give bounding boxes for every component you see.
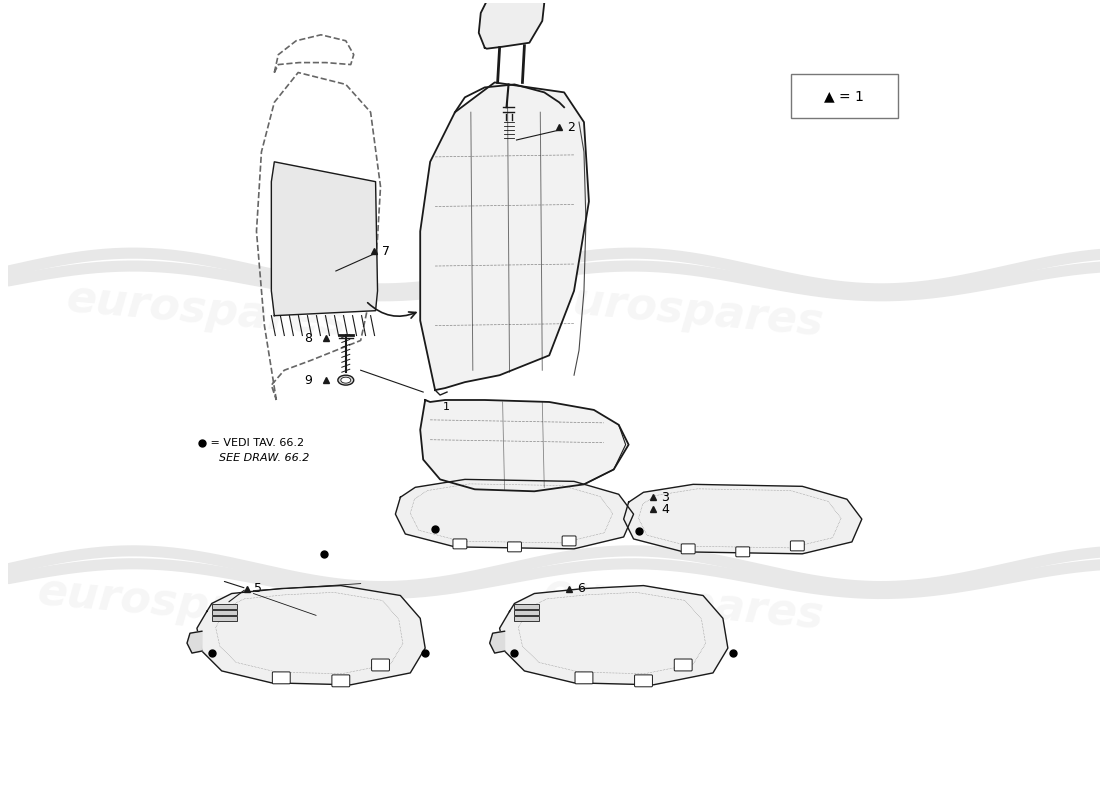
Polygon shape: [490, 631, 505, 653]
Polygon shape: [499, 586, 728, 685]
Text: ▲ = 1: ▲ = 1: [824, 90, 864, 103]
Text: 9: 9: [305, 374, 312, 386]
Bar: [212, 616, 236, 622]
Bar: [515, 605, 539, 610]
FancyBboxPatch shape: [507, 542, 521, 552]
FancyBboxPatch shape: [562, 536, 576, 546]
Text: SEE DRAW. 66.2: SEE DRAW. 66.2: [219, 453, 309, 462]
Text: 7: 7: [382, 245, 389, 258]
Bar: [212, 605, 236, 610]
Text: eurospares: eurospares: [541, 570, 825, 637]
FancyBboxPatch shape: [674, 659, 692, 671]
Text: 3: 3: [661, 490, 669, 504]
Text: 4: 4: [661, 502, 669, 516]
Text: = VEDI TAV. 66.2: = VEDI TAV. 66.2: [207, 438, 304, 448]
Text: eurospares: eurospares: [65, 277, 349, 344]
Polygon shape: [420, 400, 628, 491]
Polygon shape: [420, 82, 588, 390]
Text: 5: 5: [254, 582, 263, 595]
FancyBboxPatch shape: [332, 675, 350, 686]
Polygon shape: [624, 484, 861, 554]
FancyArrowPatch shape: [367, 302, 416, 318]
Ellipse shape: [341, 377, 351, 383]
FancyBboxPatch shape: [736, 547, 750, 557]
Bar: [515, 616, 539, 622]
Polygon shape: [478, 0, 544, 49]
Text: eurospares: eurospares: [541, 277, 825, 344]
FancyBboxPatch shape: [791, 74, 898, 118]
FancyBboxPatch shape: [791, 541, 804, 551]
Bar: [515, 610, 539, 615]
Text: 6: 6: [578, 582, 585, 595]
Polygon shape: [187, 631, 202, 653]
Polygon shape: [197, 586, 426, 685]
Text: 2: 2: [568, 121, 575, 134]
FancyBboxPatch shape: [453, 539, 466, 549]
FancyBboxPatch shape: [635, 675, 652, 686]
Text: 1: 1: [443, 402, 450, 412]
Bar: [212, 610, 236, 615]
Text: 8: 8: [304, 332, 312, 345]
FancyBboxPatch shape: [681, 544, 695, 554]
Ellipse shape: [338, 375, 354, 385]
FancyBboxPatch shape: [372, 659, 389, 671]
Polygon shape: [272, 162, 377, 316]
Polygon shape: [395, 479, 634, 549]
FancyBboxPatch shape: [273, 672, 290, 684]
Text: eurospares: eurospares: [35, 570, 319, 637]
FancyBboxPatch shape: [575, 672, 593, 684]
